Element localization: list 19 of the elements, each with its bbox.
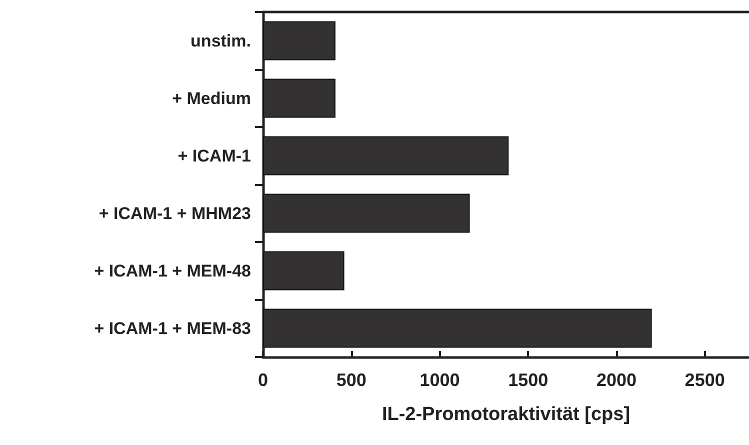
bar	[263, 251, 344, 290]
y-tick-label: + Medium	[172, 88, 251, 108]
x-tick-label: 1000	[420, 370, 460, 390]
bar	[263, 308, 652, 348]
x-tick-label: 500	[336, 370, 366, 390]
bar	[263, 21, 336, 60]
x-axis-title: IL-2-Promotoraktivität [cps]	[382, 404, 630, 425]
bar	[263, 136, 509, 176]
y-tick-label: unstim.	[190, 31, 251, 50]
x-tick-label: 2500	[684, 370, 725, 390]
x-tick-label: 0	[258, 370, 268, 390]
y-tick-label: + ICAM-1 + MEM-48	[94, 261, 251, 280]
y-tick-label: + ICAM-1	[178, 146, 251, 166]
y-tick-label: + ICAM-1 + MHM23	[98, 204, 251, 223]
bar	[263, 78, 336, 118]
x-tick-label: 2000	[596, 370, 636, 390]
x-tick-label: 1500	[508, 370, 548, 390]
bar	[263, 194, 470, 233]
y-tick-label: + ICAM-1 + MEM-83	[94, 318, 251, 338]
